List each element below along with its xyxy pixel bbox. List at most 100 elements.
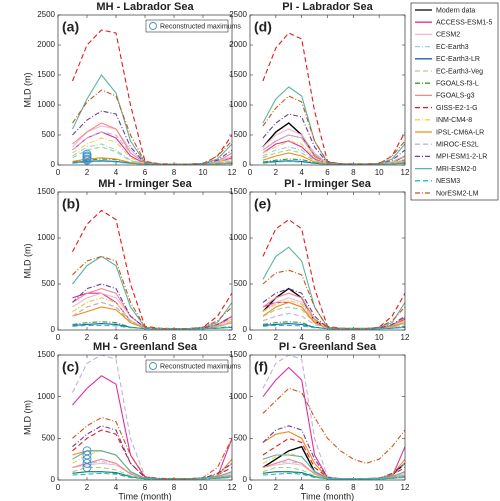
panel-label: (f): [254, 359, 268, 375]
x-tick-label: 6: [143, 483, 148, 492]
series-line: [262, 306, 405, 330]
x-tick-label: 2: [85, 483, 90, 492]
y-tick-label: 2000: [229, 40, 247, 49]
legend-label: IPSL-CM6A-LR: [436, 129, 484, 136]
series-line: [72, 416, 232, 480]
x-tick-label: 12: [401, 483, 410, 492]
y-tick-label: 0: [51, 475, 56, 484]
y-tick-label: 1500: [229, 350, 247, 359]
series-line: [262, 246, 405, 330]
x-tick-label: 10: [199, 483, 208, 492]
series-line: [72, 301, 232, 330]
legend-label: GISS-E2-1-G: [436, 105, 478, 112]
y-tick-label: 1500: [229, 187, 247, 196]
legend-label: CESM2: [436, 32, 460, 39]
reconstructed-point: [82, 446, 92, 456]
series-line: [262, 128, 405, 165]
x-tick-label: 12: [228, 333, 237, 342]
legend-label: EC-Earth3: [436, 44, 469, 51]
panel-label: (e): [254, 196, 271, 212]
plot-area: [72, 355, 232, 480]
series-line: [72, 301, 232, 330]
series-line: [72, 137, 232, 165]
x-tick-label: 6: [325, 168, 330, 177]
x-tick-label: 2: [85, 168, 90, 177]
series-line: [262, 113, 405, 165]
legend-label: NorESM2-LM: [436, 190, 479, 197]
series-line: [262, 292, 405, 330]
legend-label: FGOALS-g3: [436, 93, 475, 100]
axes-frame: [57, 354, 233, 481]
x-tick-label: 0: [56, 483, 61, 492]
x-tick-label: 10: [375, 483, 384, 492]
legend-box: [410, 2, 499, 201]
legend-label: EC-Earth3-Veg: [436, 68, 483, 75]
series-line: [72, 74, 232, 165]
legend-label: Modern data: [436, 7, 475, 14]
plot-area: [262, 32, 405, 165]
x-tick-label: 6: [325, 333, 330, 342]
x-tick-label: 12: [401, 168, 410, 177]
panel-label: (d): [254, 19, 272, 35]
x-tick-label: 4: [299, 483, 304, 492]
x-tick-label: 6: [143, 168, 148, 177]
series-line: [72, 89, 232, 165]
x-tick-label: 8: [172, 333, 177, 342]
x-tick-label: 2: [274, 168, 279, 177]
x-tick-label: 12: [401, 333, 410, 342]
series-line: [71, 29, 232, 165]
y-tick-label: 1500: [229, 70, 247, 79]
x-tick-label: 10: [375, 168, 384, 177]
panel-title: MH - Greenland Sea: [93, 341, 198, 353]
x-tick-label: 12: [228, 483, 237, 492]
x-tick-label: 0: [248, 483, 253, 492]
y-axis-label: MLD (m): [22, 244, 32, 279]
y-tick-label: 1000: [37, 100, 55, 109]
reconstructed-point: [82, 450, 92, 460]
plot-area: [71, 29, 232, 165]
plot-area: [262, 355, 405, 480]
series-line: [262, 387, 405, 464]
panel-label: (c): [62, 359, 79, 375]
panel-title: PI - Labrador Sea: [282, 1, 373, 13]
y-tick-label: 500: [42, 130, 56, 139]
series-line: [262, 454, 405, 480]
series-line: [262, 355, 405, 480]
x-tick-label: 6: [325, 483, 330, 492]
y-axis-label: MLD (m): [22, 73, 32, 108]
x-tick-label: 10: [199, 168, 208, 177]
x-tick-label: 4: [299, 333, 304, 342]
legend-label: EC-Earth3-LR: [436, 56, 480, 63]
x-tick-label: 2: [85, 333, 90, 342]
x-tick-label: 8: [351, 483, 356, 492]
series-line: [262, 437, 405, 480]
plot-area: [262, 218, 405, 330]
y-tick-label: 0: [243, 160, 248, 169]
x-tick-label: 0: [248, 168, 253, 177]
x-axis-label: Time (month): [301, 491, 354, 501]
series-line: [262, 301, 405, 330]
x-tick-label: 10: [199, 333, 208, 342]
panel-label: (b): [62, 196, 80, 212]
axes-frame: [249, 14, 406, 166]
y-tick-label: 1000: [229, 100, 247, 109]
x-tick-label: 6: [143, 333, 148, 342]
x-tick-label: 4: [114, 333, 119, 342]
reconstructed-legend-box: [145, 359, 229, 373]
series-line: [262, 134, 405, 165]
legend-label: MPI-ESM1-2-LR: [436, 154, 487, 161]
series-line: [262, 95, 405, 165]
x-axis-label: Time (month): [118, 491, 171, 501]
y-tick-label: 0: [243, 325, 248, 334]
y-tick-label: 2000: [37, 40, 55, 49]
series-line: [262, 152, 405, 165]
series-line: [72, 110, 232, 165]
series-line: [72, 375, 232, 480]
x-tick-label: 2: [274, 483, 279, 492]
axes-frame: [57, 14, 233, 166]
x-tick-label: 4: [114, 168, 119, 177]
series-line: [72, 255, 232, 330]
series-line: [72, 324, 232, 330]
y-tick-label: 1000: [37, 233, 55, 242]
